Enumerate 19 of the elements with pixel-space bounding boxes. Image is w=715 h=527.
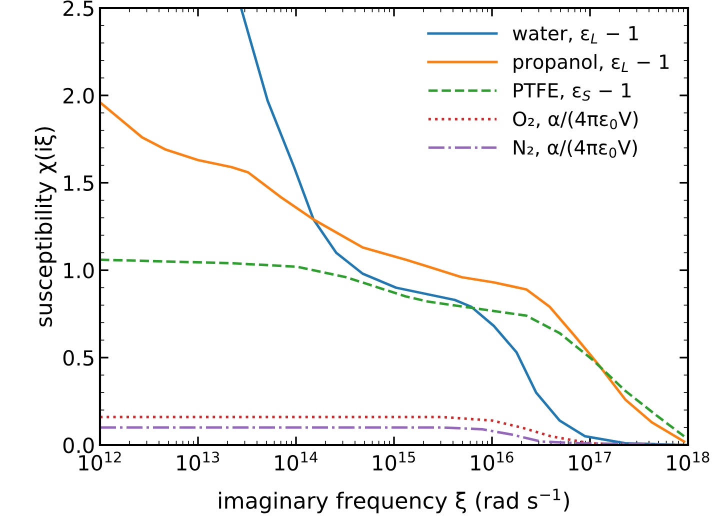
x-tick-label: 10$^{17}$ <box>569 452 611 471</box>
x-tick-label: 10$^{13}$ <box>177 452 220 471</box>
x-tick-label: 10$^{15}$ <box>373 452 415 471</box>
y-tick-label: 1.0 <box>64 262 94 278</box>
x-tick-label: 10$^{14}$ <box>275 452 318 471</box>
x-tick-label: 10$^{16}$ <box>471 452 514 471</box>
legend-label: PTFE, ε$_{S}$ − 1 <box>514 83 631 101</box>
legend-label: N₂, α/(4πε$_{0}$V) <box>514 140 637 158</box>
y-tick-label: 1.5 <box>64 176 94 192</box>
y-axis-title: susceptibility χ(iξ) <box>34 127 56 327</box>
y-tick-label: 2.0 <box>64 88 94 104</box>
y-tick-label: 0.5 <box>63 350 94 366</box>
legend-label: water, ε$_{L}$ − 1 <box>512 26 638 44</box>
x-tick-label: 10$^{18}$ <box>667 452 710 471</box>
y-tick-label: 0.0 <box>63 437 94 454</box>
legend-label: propanol, ε$_{L}$ − 1 <box>514 54 669 73</box>
x-axis-title: imaginary frequency ξ (rad s$^{−1}$) <box>219 488 569 514</box>
y-tick-label: 2.5 <box>64 0 94 16</box>
legend-label: O₂, α/(4πε$_{0}$V) <box>513 111 638 130</box>
